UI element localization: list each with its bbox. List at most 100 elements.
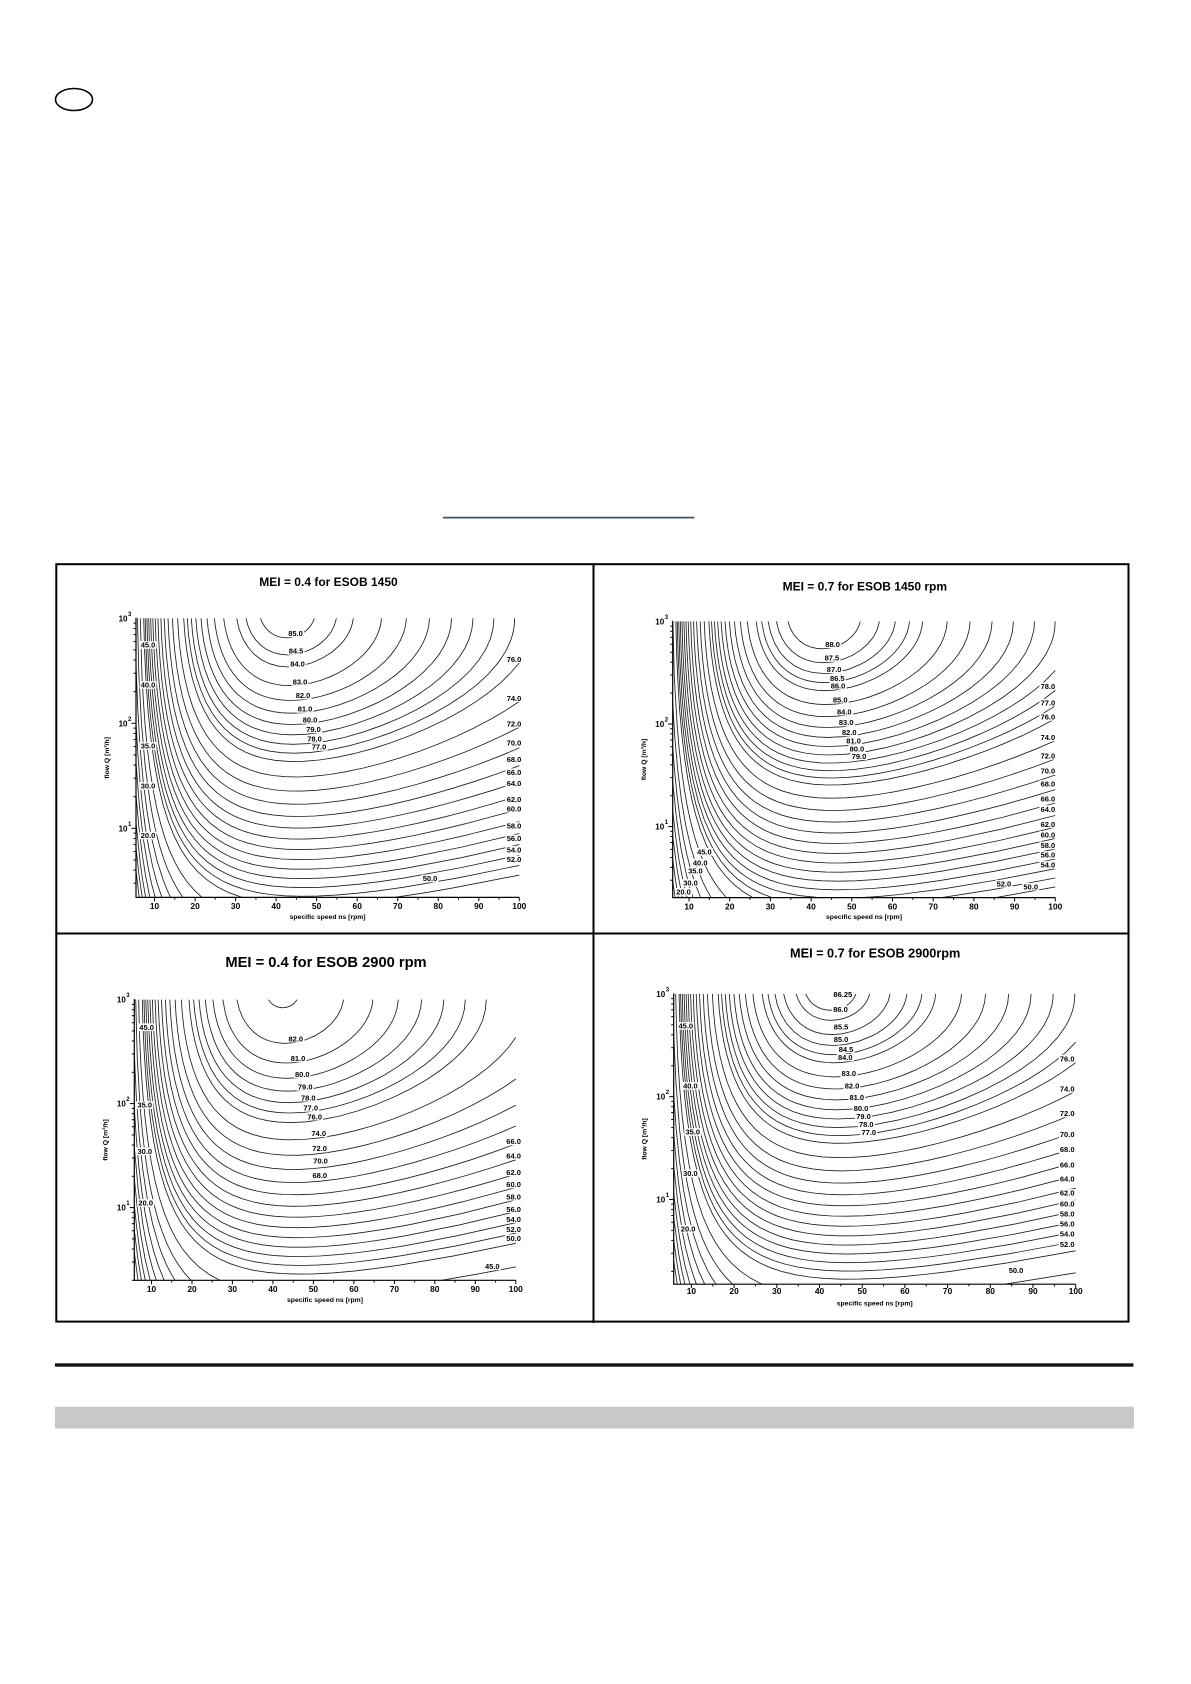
svg-text:80: 80 [969, 901, 979, 911]
svg-text:82.0: 82.0 [845, 1082, 860, 1091]
svg-text:80.0: 80.0 [850, 745, 865, 754]
svg-text:72.0: 72.0 [507, 720, 522, 729]
svg-text:84.5: 84.5 [839, 1045, 854, 1054]
svg-text:85.0: 85.0 [288, 629, 303, 638]
svg-text:68.0: 68.0 [1060, 1145, 1075, 1154]
svg-text:82.0: 82.0 [842, 728, 857, 737]
svg-text:78.0: 78.0 [301, 1093, 316, 1102]
svg-text:78.0: 78.0 [1041, 682, 1056, 691]
svg-text:84.5: 84.5 [289, 647, 304, 656]
svg-text:60.0: 60.0 [507, 804, 522, 813]
svg-text:10: 10 [117, 1100, 126, 1109]
svg-text:84.0: 84.0 [290, 660, 305, 669]
svg-text:40.0: 40.0 [141, 681, 156, 690]
svg-text:40: 40 [271, 901, 281, 911]
svg-text:70: 70 [390, 1284, 400, 1294]
svg-text:76.0: 76.0 [507, 655, 522, 664]
svg-text:3: 3 [666, 987, 670, 993]
svg-text:86.25: 86.25 [833, 990, 852, 999]
svg-text:3: 3 [126, 993, 130, 999]
svg-text:76.0: 76.0 [1041, 713, 1056, 722]
svg-text:60: 60 [888, 901, 898, 911]
svg-text:56.0: 56.0 [507, 834, 522, 843]
svg-text:20.0: 20.0 [676, 888, 691, 897]
svg-text:80.0: 80.0 [303, 716, 318, 725]
svg-text:100: 100 [509, 1284, 523, 1294]
svg-text:64.0: 64.0 [507, 779, 522, 788]
svg-text:79.0: 79.0 [852, 752, 867, 761]
svg-text:74.0: 74.0 [311, 1129, 326, 1138]
svg-text:83.0: 83.0 [293, 678, 308, 687]
svg-text:20.0: 20.0 [681, 1225, 696, 1234]
svg-text:79.0: 79.0 [298, 1083, 313, 1092]
svg-text:10: 10 [655, 823, 664, 832]
svg-text:30.0: 30.0 [683, 1169, 698, 1178]
svg-text:2: 2 [128, 717, 132, 723]
svg-text:MEI = 0.4 for ESOB 2900 rpm: MEI = 0.4 for ESOB 2900 rpm [225, 955, 426, 971]
svg-text:52.0: 52.0 [997, 880, 1012, 889]
svg-text:35.0: 35.0 [685, 1128, 700, 1137]
svg-text:74.0: 74.0 [1060, 1085, 1075, 1094]
svg-text:70: 70 [943, 1286, 953, 1296]
svg-text:20: 20 [187, 1284, 197, 1294]
svg-text:85.0: 85.0 [833, 695, 848, 704]
svg-text:81.0: 81.0 [846, 737, 861, 746]
svg-text:54.0: 54.0 [506, 1215, 521, 1224]
svg-text:30: 30 [228, 1284, 238, 1294]
svg-text:82.0: 82.0 [288, 1034, 303, 1043]
svg-text:86.0: 86.0 [833, 1005, 848, 1014]
svg-text:60: 60 [900, 1286, 910, 1296]
svg-text:10: 10 [687, 1286, 697, 1296]
svg-text:66.0: 66.0 [1041, 795, 1056, 804]
svg-text:58.0: 58.0 [1041, 841, 1056, 850]
svg-text:1: 1 [666, 1193, 670, 1199]
svg-text:52.0: 52.0 [1060, 1240, 1075, 1249]
svg-text:flow Q [m³/h]: flow Q [m³/h] [104, 737, 111, 779]
svg-text:66.0: 66.0 [1060, 1160, 1075, 1169]
svg-text:79.0: 79.0 [856, 1112, 871, 1121]
svg-text:flow Q [m³/h]: flow Q [m³/h] [103, 1119, 110, 1161]
svg-text:10: 10 [655, 720, 664, 729]
svg-text:10: 10 [147, 1284, 157, 1294]
svg-text:50.0: 50.0 [506, 1234, 521, 1243]
svg-text:3: 3 [128, 612, 132, 618]
svg-text:10: 10 [119, 824, 128, 833]
svg-text:66.0: 66.0 [506, 1137, 521, 1146]
svg-text:100: 100 [1048, 901, 1062, 911]
svg-text:77.0: 77.0 [861, 1128, 876, 1137]
svg-text:74.0: 74.0 [1041, 733, 1056, 742]
svg-text:50: 50 [309, 1284, 319, 1294]
svg-text:40: 40 [268, 1284, 278, 1294]
svg-text:52.0: 52.0 [506, 1225, 521, 1234]
svg-text:77.0: 77.0 [303, 1104, 318, 1113]
svg-text:40: 40 [815, 1286, 825, 1296]
svg-text:45.0: 45.0 [678, 1022, 693, 1031]
svg-text:54.0: 54.0 [1041, 861, 1056, 870]
svg-text:70: 70 [929, 901, 939, 911]
svg-text:84.0: 84.0 [838, 1053, 853, 1062]
svg-text:10: 10 [684, 901, 694, 911]
svg-text:84.0: 84.0 [837, 707, 852, 716]
svg-text:68.0: 68.0 [1041, 780, 1056, 789]
svg-text:81.0: 81.0 [849, 1093, 864, 1102]
svg-text:90: 90 [474, 901, 484, 911]
svg-text:1: 1 [665, 820, 669, 826]
svg-text:56.0: 56.0 [506, 1205, 521, 1214]
svg-text:68.0: 68.0 [312, 1171, 327, 1180]
svg-text:100: 100 [512, 901, 526, 911]
svg-text:86.0: 86.0 [831, 681, 846, 690]
svg-text:10: 10 [656, 1093, 665, 1102]
svg-text:30: 30 [766, 901, 776, 911]
svg-text:83.0: 83.0 [841, 1069, 856, 1078]
svg-text:87.5: 87.5 [825, 654, 840, 663]
svg-text:10: 10 [119, 614, 128, 623]
svg-text:MEI = 0.7 for ESOB 1450 rpm: MEI = 0.7 for ESOB 1450 rpm [783, 580, 947, 594]
svg-text:88.0: 88.0 [825, 640, 840, 649]
svg-text:80: 80 [434, 901, 444, 911]
svg-text:MEI = 0.4 for ESOB 1450: MEI = 0.4 for ESOB 1450 [259, 575, 398, 589]
svg-text:45.0: 45.0 [485, 1262, 500, 1271]
svg-text:20: 20 [729, 1286, 739, 1296]
svg-text:90: 90 [471, 1284, 481, 1294]
svg-text:30.0: 30.0 [137, 1147, 152, 1156]
svg-text:20: 20 [725, 901, 735, 911]
